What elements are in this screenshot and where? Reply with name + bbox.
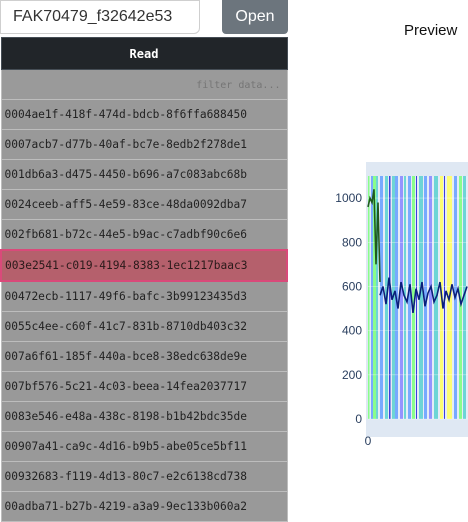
reads-table: Read 0004ae1f-418f-474d-bdcb-8f6ffa68845… — [0, 37, 288, 522]
read-id-cell[interactable]: 0083e546-e48a-438c-8198-b1b42bdc35de — [1, 402, 287, 432]
table-row[interactable]: 0007acb7-d77b-40af-bc7e-8edb2f278de1 — [1, 130, 287, 160]
table-row[interactable]: 007bf576-5c21-4c03-beea-14fea2037717 — [1, 372, 287, 402]
signal-band — [389, 176, 391, 419]
read-id-cell[interactable]: 0007acb7-d77b-40af-bc7e-8edb2f278de1 — [1, 130, 287, 160]
read-id-cell[interactable]: 003e2541-c019-4194-8383-1ec1217baac3 — [1, 250, 287, 281]
read-id-cell[interactable]: 007bf576-5c21-4c03-beea-14fea2037717 — [1, 372, 287, 402]
y-tick-label: 800 — [342, 235, 362, 249]
filter-cell — [1, 70, 287, 100]
signal-band — [371, 176, 373, 419]
filter-data-input[interactable] — [5, 80, 281, 91]
read-id-cell[interactable]: 00adba71-b27b-4219-a3a9-9ec133b060a2 — [1, 492, 287, 522]
table-row[interactable]: 003e2541-c019-4194-8383-1ec1217baac3 — [1, 250, 287, 281]
column-header-read[interactable]: Read — [1, 38, 287, 70]
table-header-row: Read — [1, 38, 287, 70]
read-id-cell[interactable]: 002fb681-b72c-44e5-b9ac-c7adbf90c6e6 — [1, 220, 287, 251]
y-tick-label: 200 — [342, 368, 362, 382]
y-tick-label: 1000 — [335, 191, 362, 205]
file-name-input[interactable] — [0, 0, 200, 34]
read-id-cell[interactable]: 0055c4ee-c60f-41c7-831b-8710db403c32 — [1, 312, 287, 342]
table-row[interactable]: 0055c4ee-c60f-41c7-831b-8710db403c32 — [1, 312, 287, 342]
table-row[interactable]: 00472ecb-1117-49f6-bafc-3b99123435d3 — [1, 281, 287, 312]
y-tick-label: 0 — [355, 412, 362, 426]
table-row[interactable]: 0024ceeb-aff5-4e59-83ce-48da0092dba7 — [1, 190, 287, 220]
table-row[interactable]: 007a6f61-185f-440a-bce8-38edc638de9e — [1, 342, 287, 372]
table-row[interactable]: 00adba71-b27b-4219-a3a9-9ec133b060a2 — [1, 492, 287, 522]
table-row[interactable]: 00932683-f119-4d13-80c7-e2c6138cd738 — [1, 462, 287, 492]
preview-chart: 0 200 400 600 800 1000 0 — [300, 150, 468, 460]
read-id-cell[interactable]: 001db6a3-d475-4450-b696-a7c083abc68b — [1, 160, 287, 190]
signal-band — [416, 176, 417, 419]
signal-band — [368, 176, 370, 419]
read-id-cell[interactable]: 007a6f61-185f-440a-bce8-38edc638de9e — [1, 342, 287, 372]
read-id-cell[interactable]: 00472ecb-1117-49f6-bafc-3b99123435d3 — [1, 281, 287, 312]
table-row[interactable]: 0083e546-e48a-438c-8198-b1b42bdc35de — [1, 402, 287, 432]
x-tick-label: 0 — [365, 434, 372, 448]
y-tick-label: 400 — [342, 324, 362, 338]
table-row[interactable]: 0004ae1f-418f-474d-bdcb-8f6ffa688450 — [1, 100, 287, 130]
table-row[interactable]: 00907a41-ca9c-4d16-b9b5-abe05ce5bf11 — [1, 432, 287, 462]
table-row[interactable]: 002fb681-b72c-44e5-b9ac-c7adbf90c6e6 — [1, 220, 287, 251]
signal-band — [429, 176, 432, 419]
signal-band — [380, 176, 383, 419]
read-id-cell[interactable]: 0004ae1f-418f-474d-bdcb-8f6ffa688450 — [1, 100, 287, 130]
signal-band — [400, 176, 403, 419]
filter-row — [1, 70, 287, 100]
table-row[interactable]: 001db6a3-d475-4450-b696-a7c083abc68b — [1, 160, 287, 190]
y-tick-label: 600 — [342, 279, 362, 293]
signal-chart: 0 200 400 600 800 1000 0 — [300, 150, 468, 460]
read-id-cell[interactable]: 00932683-f119-4d13-80c7-e2c6138cd738 — [1, 462, 287, 492]
read-id-cell[interactable]: 00907a41-ca9c-4d16-b9b5-abe05ce5bf11 — [1, 432, 287, 462]
preview-title: Preview — [404, 22, 457, 39]
open-button[interactable]: Open — [222, 0, 288, 34]
read-id-cell[interactable]: 0024ceeb-aff5-4e59-83ce-48da0092dba7 — [1, 190, 287, 220]
reads-table-body: 0004ae1f-418f-474d-bdcb-8f6ffa6884500007… — [1, 70, 287, 522]
